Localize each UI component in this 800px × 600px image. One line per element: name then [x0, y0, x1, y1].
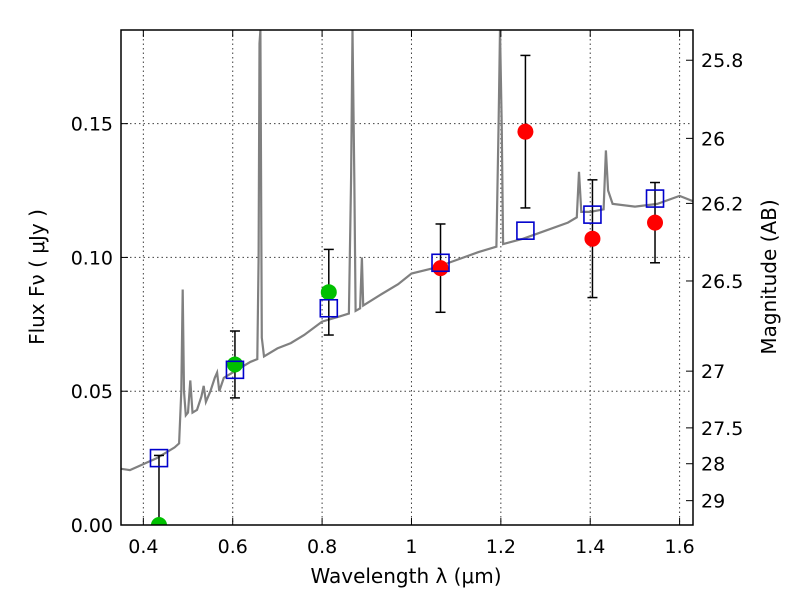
y2-tick-label: 27.5 — [701, 418, 743, 440]
errorbar-layer — [153, 54, 661, 525]
y2-tick-label: 26.2 — [701, 193, 743, 215]
model-photometry-square — [645, 189, 665, 208]
model-photometry-square — [583, 205, 602, 224]
observed-point — [226, 356, 243, 373]
observed-point — [584, 230, 601, 247]
x-tick-label: 1.4 — [575, 536, 605, 558]
x-tick-label: 0.4 — [128, 536, 158, 558]
y2-tick-label: 25.8 — [701, 50, 743, 72]
observed-point — [432, 260, 449, 277]
model-photometry-square — [149, 448, 169, 468]
model-photometry-square — [225, 360, 245, 380]
y-axis-label: Flux Fν ( μJy ) — [25, 209, 49, 345]
model-photometry-layer — [149, 189, 665, 468]
x-tick-label: 0.6 — [218, 536, 248, 558]
y2-tick-label: 26 — [701, 128, 725, 150]
plot-frame — [120, 29, 694, 526]
observed-point — [320, 284, 337, 301]
model-spectrum-layer — [121, 30, 693, 472]
y-tick-label: 0.05 — [71, 381, 113, 403]
y-tick-label: 0.00 — [71, 515, 113, 537]
y2-tick-label: 29 — [701, 491, 725, 513]
model-photometry-square — [431, 253, 450, 273]
x-axis-label: Wavelength λ (μm) — [310, 564, 501, 588]
model-photometry-square — [319, 298, 339, 318]
ticks: 0.4 0.6 0.8 1 1.2 1.4 1.6 0.00 0.05 0.10 0.15 25.8 2… — [71, 30, 743, 558]
observed-points-layer — [150, 123, 664, 525]
x-tick-label: 1.2 — [486, 536, 516, 558]
model-spectrum-line — [121, 30, 693, 472]
y2-axis-label: Magnitude (AB) — [757, 199, 781, 354]
y2-tick-label: 27 — [701, 361, 725, 383]
x-tick-label: 1.6 — [664, 536, 694, 558]
model-photometry-square — [516, 221, 535, 240]
observed-point — [647, 214, 664, 231]
y-tick-label: 0.10 — [71, 247, 113, 269]
y-tick-label: 0.15 — [71, 114, 113, 136]
y2-tick-label: 28 — [701, 454, 725, 476]
observed-point — [517, 123, 534, 140]
grid — [121, 30, 693, 525]
observed-point — [150, 517, 167, 525]
x-tick-label: 0.8 — [307, 536, 337, 558]
x-tick-label: 1 — [405, 536, 417, 558]
y2-tick-label: 26.5 — [701, 271, 743, 293]
